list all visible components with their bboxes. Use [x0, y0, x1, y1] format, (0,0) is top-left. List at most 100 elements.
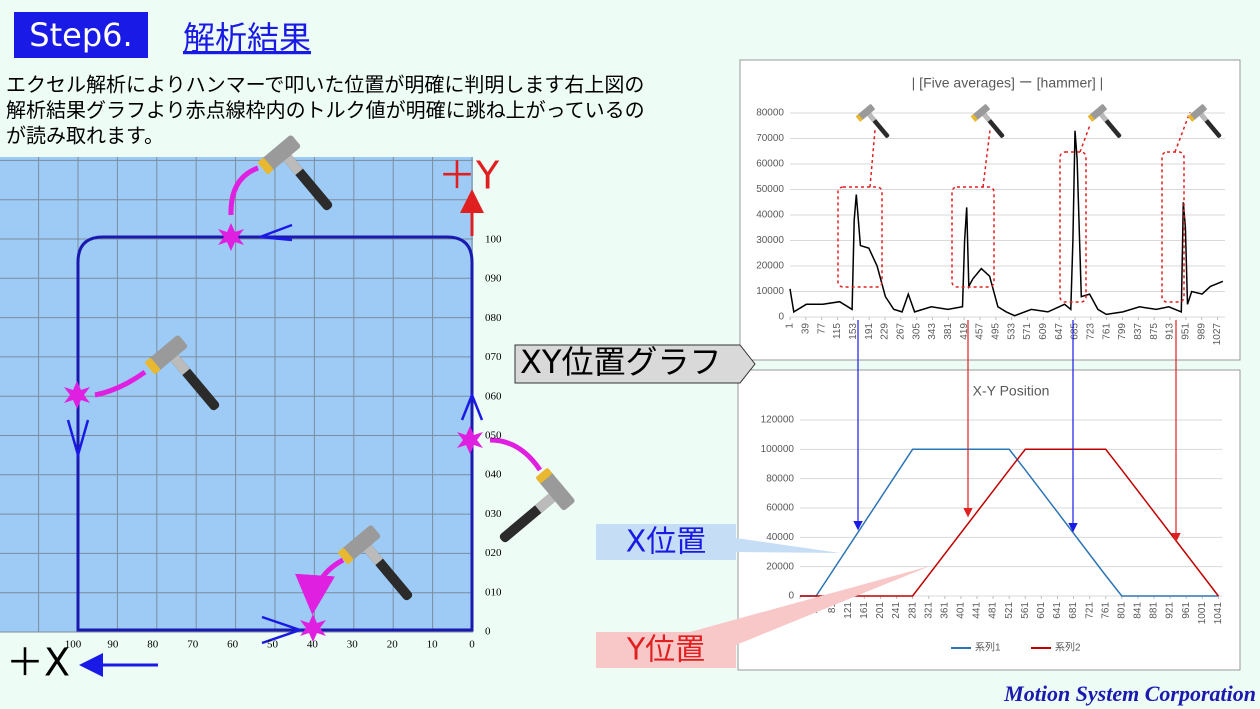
- x-tick-label: 521: [1004, 602, 1015, 619]
- diagram-x-tick: 90: [107, 639, 119, 651]
- travel-path: [76, 235, 474, 632]
- x-tick-label: 801: [1116, 602, 1127, 619]
- diagram-x-tick: 70: [187, 639, 199, 651]
- hit-arrows: [94, 165, 543, 605]
- y-callout-pointer: [690, 566, 930, 645]
- callout-text: XY位置グラフ: [520, 343, 721, 381]
- x-tick-label: 153: [848, 323, 859, 340]
- description-line: 解析結果グラフより赤点線枠内のトルク値が明確に跳ね上がっているの: [6, 98, 645, 122]
- x-tick-label: 267: [895, 323, 906, 340]
- diagram-y-tick: 070: [485, 351, 502, 363]
- x-tick-label: 571: [1022, 323, 1033, 340]
- x-callout-pointer: [736, 538, 840, 553]
- x-tick-label: 961: [1181, 602, 1192, 619]
- y-tick-label: 80000: [756, 108, 784, 119]
- diagram-y-tick: 100: [485, 234, 502, 246]
- diagram-y-tick: 030: [485, 508, 502, 520]
- diagram-x-tick: 60: [227, 639, 239, 651]
- x-tick-label: 381: [943, 323, 954, 340]
- x-tick-label: 641: [1052, 602, 1063, 619]
- chart-panel: [739, 59, 1241, 361]
- x-tick-label: 761: [1100, 602, 1111, 619]
- x-tick-label: 305: [911, 323, 922, 340]
- x-callout-text: X位置: [626, 525, 707, 560]
- chart-title: X-Y Position: [973, 383, 1050, 399]
- y-tick-label: 50000: [756, 184, 784, 195]
- x-tick-label: 161: [859, 602, 870, 619]
- x-tick-label: 1027: [1212, 323, 1223, 346]
- x-tick-label: 913: [1165, 323, 1176, 340]
- x-tick-label: 1001: [1197, 602, 1208, 625]
- x-tick-label: 81: [827, 602, 838, 614]
- x-tick-label: 685: [1070, 323, 1081, 340]
- y-tick-label: 10000: [756, 286, 784, 297]
- y-tick-label: 100000: [761, 444, 795, 455]
- callout-box: [514, 344, 756, 384]
- diagram-y-tick: 0: [485, 626, 491, 638]
- diagram-y-tick: 060: [485, 390, 502, 402]
- y-tick-label: 20000: [756, 261, 784, 272]
- diagram-x-tick: 100: [65, 639, 82, 651]
- x-tick-label: 799: [1117, 323, 1128, 340]
- chart-panel: [737, 369, 1241, 671]
- x-tick-label: 881: [1149, 602, 1160, 619]
- description-line: が読み取れます。: [6, 124, 164, 148]
- x-tick-label: 601: [1036, 602, 1047, 619]
- legend-label: 系列2: [1055, 642, 1081, 654]
- link-arrows: [853, 320, 1181, 543]
- diagram-x-tick: 30: [347, 639, 359, 651]
- x-tick-label: 241: [891, 602, 902, 619]
- y-tick-label: 20000: [766, 561, 794, 572]
- x-tick-label: 1: [785, 323, 796, 329]
- x-tick-label: 533: [1006, 323, 1017, 340]
- x-tick-label: 77: [816, 323, 827, 335]
- y-tick-label: 0: [778, 312, 784, 323]
- y-callout-text: Y位置: [626, 633, 705, 668]
- page-title: 解析結果: [183, 19, 311, 57]
- x-tick-label: 361: [939, 602, 950, 619]
- diagram-x-tick: 20: [387, 639, 399, 651]
- x-tick-label: 837: [1133, 323, 1144, 340]
- diagram-x-tick: 50: [267, 639, 279, 651]
- x-tick-label: 921: [1165, 602, 1176, 619]
- x-tick-label: 457: [975, 323, 986, 340]
- x-tick-label: 495: [990, 323, 1001, 340]
- x-callout-box: [596, 524, 736, 560]
- x-tick-label: 723: [1085, 323, 1096, 340]
- x-tick-label: 681: [1068, 602, 1079, 619]
- y-tick-label: 60000: [756, 159, 784, 170]
- description-line: エクセル解析によりハンマーで叩いた位置が明確に判明します右上図の: [6, 73, 644, 97]
- x-tick-label: 875: [1149, 323, 1160, 340]
- diagram-y-tick: 010: [485, 586, 502, 598]
- x-tick-label: 841: [1133, 602, 1144, 619]
- company-name: Motion System Corporation: [1003, 681, 1256, 706]
- direction-arrows: [66, 223, 484, 645]
- x-tick-label: 419: [959, 323, 970, 340]
- x-tick-label: 761: [1101, 323, 1112, 340]
- x-tick-label: 721: [1084, 602, 1095, 619]
- x-tick-label: 989: [1196, 323, 1207, 340]
- diagram-y-tick: 050: [485, 430, 502, 442]
- x-tick-label: 951: [1180, 323, 1191, 340]
- diagram-x-tick: 80: [147, 639, 159, 651]
- x-tick-label: 191: [864, 323, 875, 340]
- x-tick-label: 609: [1038, 323, 1049, 340]
- x-tick-label: 321: [923, 602, 934, 619]
- y-tick-label: 40000: [766, 532, 794, 543]
- y-tick-label: 0: [788, 591, 794, 602]
- y-tick-label: 60000: [766, 503, 794, 514]
- step-box: [14, 12, 148, 58]
- x-tick-label: 343: [927, 323, 938, 340]
- x-tick-label: 121: [843, 602, 854, 619]
- x-tick-label: 647: [1054, 323, 1065, 340]
- y-tick-label: 30000: [756, 235, 784, 246]
- diagram-y-tick: 040: [485, 469, 502, 481]
- x-tick-label: 401: [956, 602, 967, 619]
- x-tick-label: 1041: [1213, 602, 1224, 625]
- x-tick-label: 441: [972, 602, 983, 619]
- chart-title: | [Five averages] ー [hammer] |: [912, 75, 1104, 91]
- step-label: Step6.: [29, 16, 132, 54]
- x-tick-label: 561: [1020, 602, 1031, 619]
